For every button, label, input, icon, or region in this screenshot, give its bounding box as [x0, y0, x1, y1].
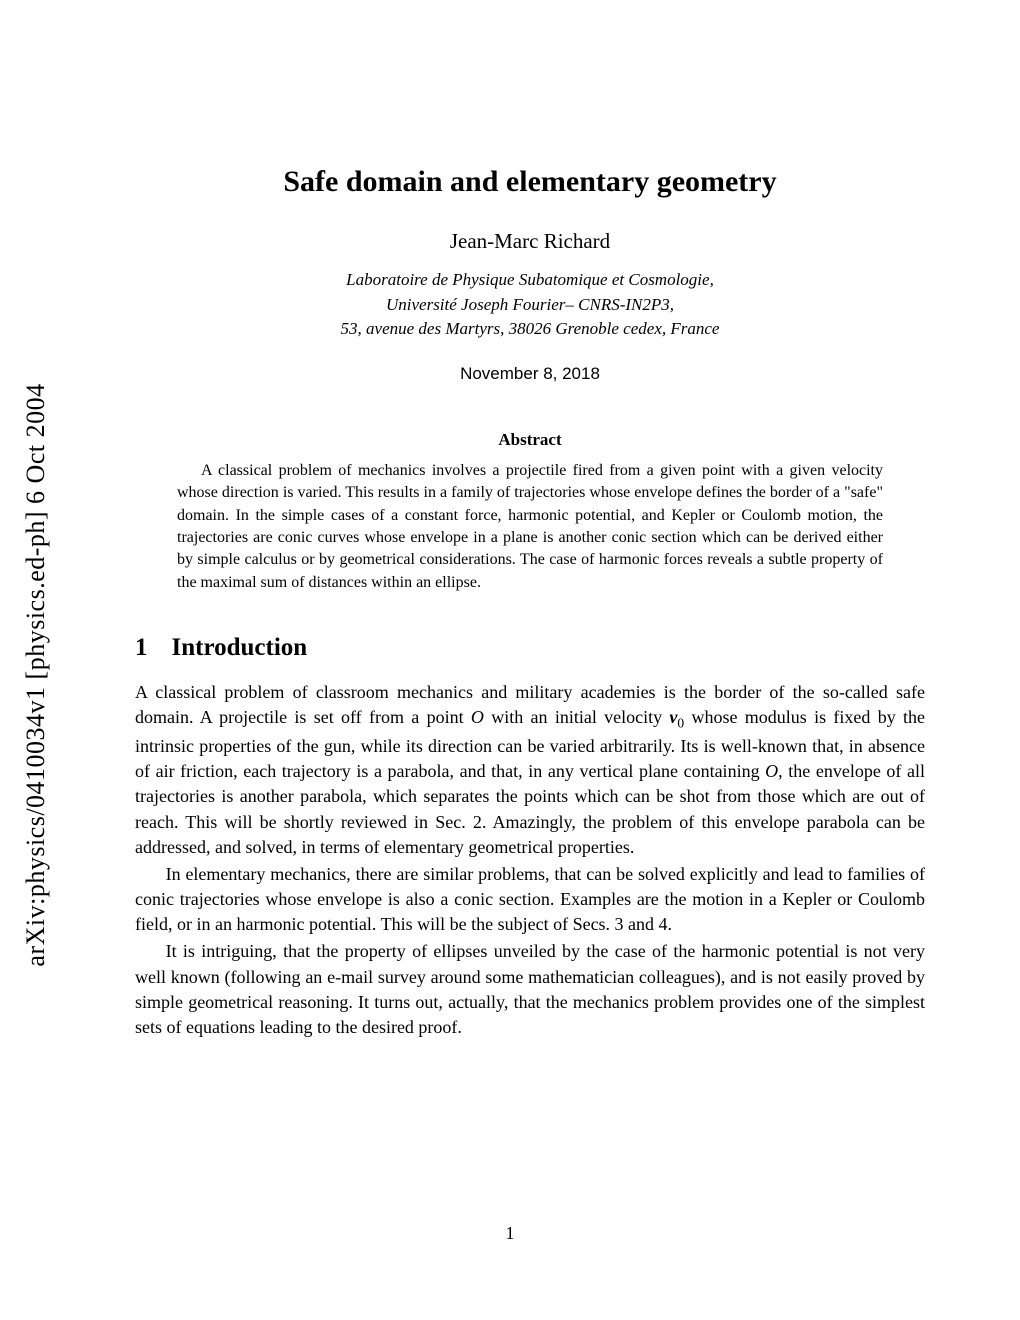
abstract-body: A classical problem of mechanics involve…: [177, 460, 883, 594]
body-text: with an initial velocity: [484, 707, 670, 727]
page-number: 1: [0, 1223, 1020, 1244]
abstract-heading: Abstract: [135, 430, 925, 450]
paper-date: November 8, 2018: [135, 364, 925, 384]
affiliation-line: Université Joseph Fourier– CNRS-IN2P3,: [386, 295, 674, 314]
body-paragraph: It is intriguing, that the property of e…: [135, 939, 925, 1040]
section-title: Introduction: [172, 634, 308, 661]
arxiv-identifier: arXiv:physics/0410034v1 [physics.ed-ph] …: [21, 383, 51, 966]
math-variable-O: O: [765, 761, 778, 781]
section-heading: 1 Introduction: [135, 634, 925, 662]
paper-affiliation: Laboratoire de Physique Subatomique et C…: [135, 268, 925, 342]
paper-content: Safe domain and elementary geometry Jean…: [135, 165, 925, 1042]
affiliation-line: 53, avenue des Martyrs, 38026 Grenoble c…: [341, 319, 720, 338]
math-variable-O: O: [471, 707, 484, 727]
affiliation-line: Laboratoire de Physique Subatomique et C…: [346, 270, 714, 289]
body-paragraph: A classical problem of classroom mechani…: [135, 680, 925, 860]
paper-author: Jean-Marc Richard: [135, 229, 925, 254]
body-paragraph: In elementary mechanics, there are simil…: [135, 862, 925, 938]
paper-title: Safe domain and elementary geometry: [135, 165, 925, 199]
section-number: 1: [135, 634, 148, 662]
